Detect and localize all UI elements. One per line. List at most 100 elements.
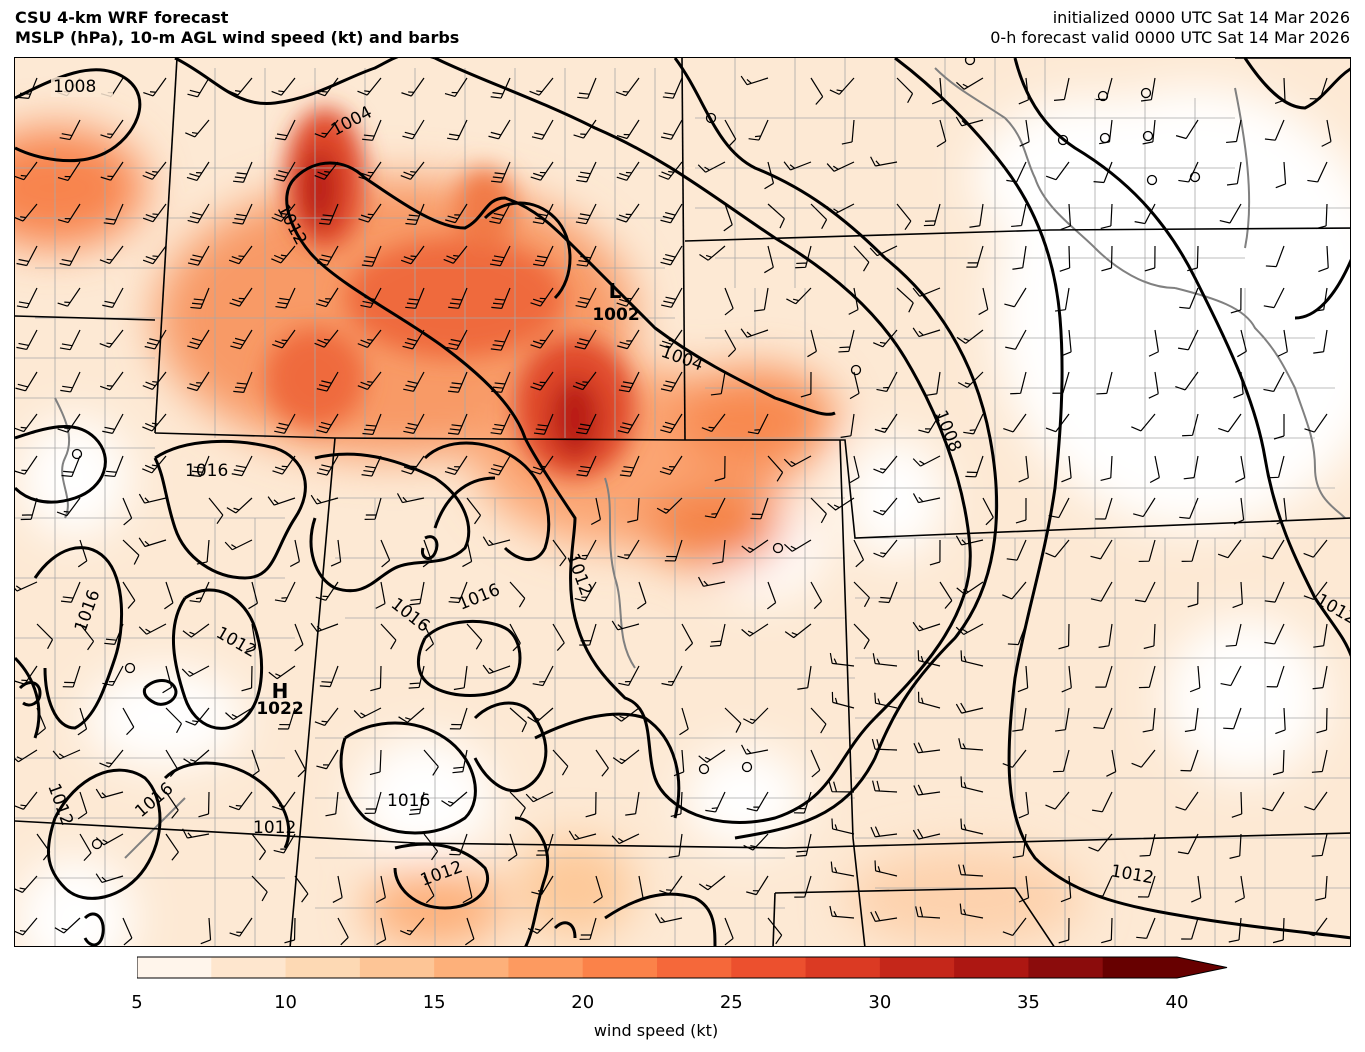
map-panel: 1008 1004 1012 1004 1016 1008 1012 1016 … [14, 57, 1351, 947]
wind-barb [810, 581, 823, 610]
wind-barb [144, 329, 167, 350]
wind-barb [1060, 875, 1072, 903]
wind-barb [913, 742, 941, 754]
wind-barb [1264, 119, 1285, 141]
wind-barb [122, 497, 133, 526]
wind-barb [488, 455, 511, 476]
time-block: initialized 0000 UTC Sat 14 Mar 2026 0-h… [990, 8, 1350, 48]
wind-barb [375, 875, 386, 904]
wind-barb [272, 791, 296, 811]
wind-barb [659, 455, 683, 475]
wind-barb [231, 455, 253, 477]
wind-barb [310, 494, 339, 505]
wind-barb [527, 917, 554, 934]
wind-barb [1275, 707, 1286, 735]
wind-barb [198, 791, 210, 818]
wind-barb [423, 875, 435, 904]
wind-barb [573, 119, 597, 139]
wind-barb [876, 371, 898, 393]
wind-barb [1093, 707, 1113, 730]
colorbar-cell [805, 957, 881, 978]
wind-barb [1010, 371, 1027, 395]
wind-barb [15, 749, 38, 763]
wind-barb [531, 875, 554, 896]
wind-barb [1218, 413, 1242, 433]
wind-barb [57, 161, 81, 182]
wind-barb [1142, 707, 1156, 733]
wind-barb [241, 665, 253, 692]
wind-barb [873, 329, 898, 348]
wind-barb [509, 581, 526, 608]
wind-barb [190, 455, 210, 477]
wind-barb [267, 496, 296, 506]
wind-barb [661, 287, 683, 308]
wind-barb [1018, 791, 1030, 819]
wind-barb [185, 119, 210, 138]
colorbar-cell [1028, 957, 1104, 978]
wind-barb [698, 749, 726, 763]
wind-barb [77, 791, 88, 820]
wind-barb [593, 875, 603, 904]
wind-barb [1012, 245, 1027, 270]
wind-barb [181, 665, 210, 677]
wind-barb [849, 455, 860, 484]
wind-barb [618, 371, 640, 393]
wind-barb [15, 413, 38, 433]
wind-barb [462, 539, 473, 568]
wind-barb [853, 539, 865, 568]
wind-barb [441, 791, 468, 807]
wind-barb [315, 581, 339, 601]
wind-barb [316, 749, 339, 770]
wind-barb [960, 818, 984, 835]
wind-barb [1187, 245, 1199, 272]
wind-barb [841, 119, 855, 145]
wind-barb [1148, 329, 1159, 357]
wind-barb [660, 413, 683, 434]
wind-barb [99, 329, 124, 348]
wind-barb [829, 77, 855, 95]
wind-barb [1309, 77, 1328, 100]
wind-barb [362, 119, 382, 141]
wind-barb [1303, 581, 1328, 601]
high-value: 1022 [256, 699, 303, 719]
wind-barb [233, 161, 253, 183]
wind-barb [370, 665, 382, 692]
wind-barb [138, 537, 167, 548]
wind-barb [182, 828, 210, 839]
wind-barb [482, 536, 511, 547]
wind-barb [1133, 497, 1156, 518]
wind-barb [232, 203, 253, 225]
wind-barb [1220, 665, 1242, 687]
wind-barb [1092, 875, 1113, 897]
wind-barb [273, 161, 296, 182]
wind-barb [874, 860, 898, 877]
wind-barb [54, 917, 81, 934]
wind-barb [1275, 161, 1287, 189]
wind-barb [18, 77, 38, 99]
wind-barb [1229, 833, 1242, 859]
wind-barb [271, 245, 296, 264]
wind-barb [99, 245, 124, 265]
wind-barb [398, 707, 425, 723]
wind-barb [187, 245, 210, 266]
wind-barb [462, 875, 473, 904]
wind-barb [316, 413, 339, 434]
wind-barb [530, 161, 554, 181]
wind-barb [1061, 665, 1072, 693]
wind-barb [314, 707, 339, 727]
wind-barb [574, 581, 597, 602]
wind-barb [99, 749, 124, 768]
wind-barb [409, 791, 425, 816]
wind-barb [709, 623, 726, 647]
wind-barb [575, 287, 597, 309]
wind-barb [1134, 203, 1156, 225]
wind-barb [1100, 455, 1113, 481]
wind-barb [59, 329, 81, 351]
wind-barb [767, 917, 783, 945]
wind-barb [552, 623, 565, 651]
wind-barb [36, 707, 47, 736]
wind-barb [274, 581, 296, 603]
wind-barb [872, 780, 898, 793]
wind-barb [490, 77, 511, 99]
wind-barb [869, 245, 898, 257]
